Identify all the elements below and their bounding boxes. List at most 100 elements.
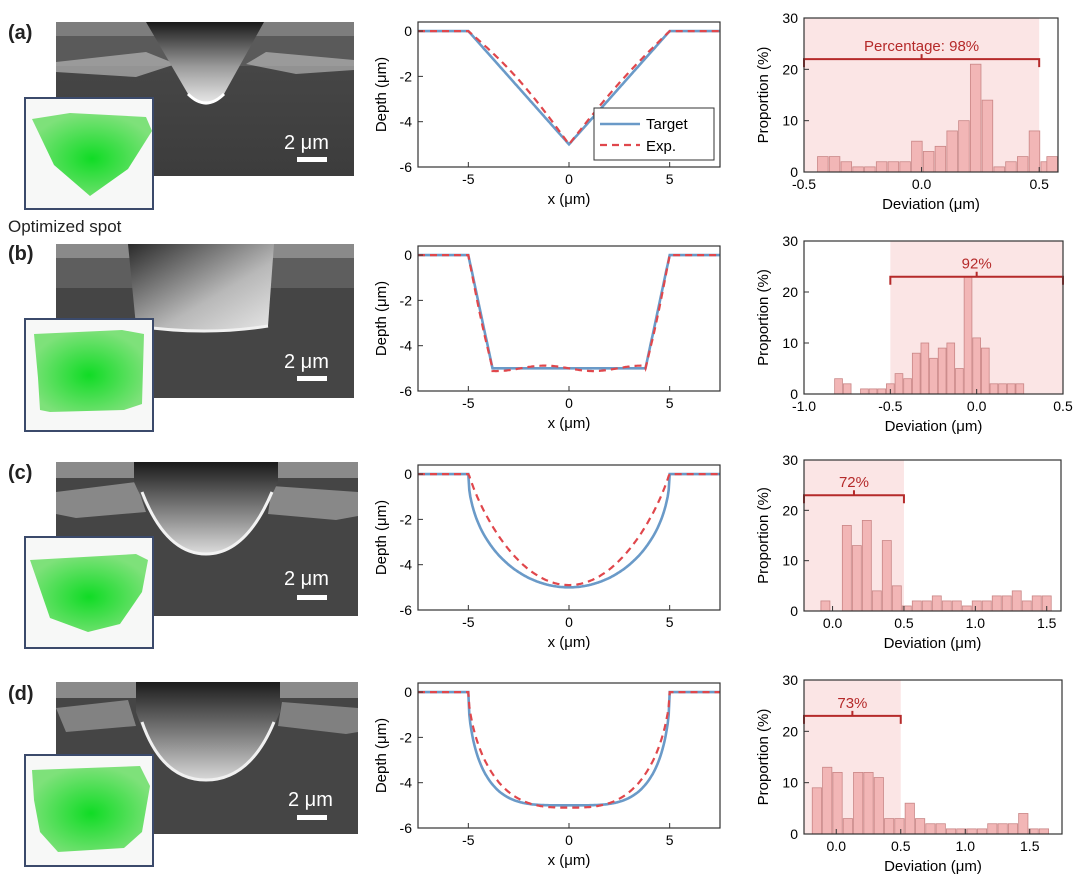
histogram-bar: [891, 585, 902, 612]
histogram-bar: [929, 357, 938, 395]
histogram-bar: [875, 161, 888, 173]
sem-image-b: [56, 244, 354, 398]
histogram-bar: [1005, 161, 1017, 173]
scale-bar-label-b: 2 μm: [284, 351, 329, 373]
y-tick-label: 10: [782, 553, 798, 569]
histogram-bar: [935, 823, 946, 835]
histogram-bar: [842, 383, 852, 395]
x-tick-label: 0.5: [891, 838, 911, 854]
x-tick-label: -5: [462, 395, 475, 411]
histogram-bar: [1011, 590, 1022, 612]
x-tick-label: 1.0: [966, 615, 986, 631]
histogram-bar: [911, 600, 922, 612]
histogram-bar: [920, 342, 930, 395]
histogram-bar: [834, 378, 843, 395]
x-axis-label: Deviation (μm): [885, 418, 983, 435]
plot-frame: [803, 679, 1063, 835]
panel-label-c: (c): [8, 462, 33, 484]
x-tick-label: -5: [462, 614, 475, 630]
x-tick-label: 0: [565, 614, 573, 630]
x-tick-label: 5: [666, 171, 674, 187]
x-tick-label: 0.5: [1029, 176, 1049, 192]
histogram-bar: [822, 766, 833, 835]
histogram-c: 72% 0.0 0.5 1.0 1.5 0 10 20 30 Deviation (μm) Prop…: [755, 452, 1062, 652]
histogram-bar: [976, 828, 988, 835]
x-tick-label: 0.0: [912, 176, 932, 192]
profile-plot-b: -5 0 5 0 -2 -4 -6 x (μm) Depth (μm): [373, 245, 721, 432]
scale-bar-d: [297, 815, 327, 820]
x-tick-label: 0: [565, 395, 573, 411]
y-tick-label: 30: [782, 672, 798, 688]
x-tick-label: 5: [666, 614, 674, 630]
target-profile-line: [418, 253, 720, 370]
x-axis-label: x (μm): [548, 852, 591, 869]
y-tick-label: -2: [400, 292, 413, 308]
histogram-bar: [864, 166, 876, 173]
x-tick-label: 0.5: [894, 615, 914, 631]
histogram-bar: [904, 802, 915, 835]
legend-target-label: Target: [646, 116, 689, 133]
x-tick-label: 0.5: [1053, 398, 1073, 414]
x-tick-label: 0.0: [967, 398, 987, 414]
plot-frame: [803, 240, 1064, 395]
x-tick-label: -5: [462, 171, 475, 187]
scale-bar-label-a: 2 μm: [284, 132, 329, 154]
histogram-bar: [868, 388, 878, 395]
y-axis-label: Proportion (%): [755, 709, 772, 806]
y-tick-label: 30: [782, 10, 798, 26]
y-tick-label: -2: [400, 68, 413, 84]
y-tick-label: -2: [400, 511, 413, 527]
histogram-bar: [1006, 383, 1016, 395]
x-tick-label: 0: [565, 171, 573, 187]
x-axis-label: x (μm): [548, 415, 591, 432]
histogram-bar: [1031, 595, 1042, 612]
histogram-bar: [852, 166, 864, 173]
histogram-bar: [861, 520, 872, 612]
histogram-bar: [828, 156, 841, 173]
histogram-bar: [842, 818, 853, 835]
histogram-bar: [941, 600, 952, 612]
legend-box: [593, 107, 715, 161]
histogram-bar: [958, 120, 970, 173]
y-tick-label: 30: [782, 452, 798, 468]
y-tick-label: 0: [404, 23, 412, 39]
histogram-bar: [971, 600, 982, 612]
legend-exp-label: Exp.: [646, 138, 676, 155]
histogram-bar: [951, 600, 962, 612]
histogram-bar: [966, 828, 977, 835]
histogram-bar: [921, 600, 932, 612]
histogram-bar: [911, 352, 921, 395]
x-axis-label: x (μm): [548, 634, 591, 651]
histogram-bar: [820, 600, 831, 612]
x-axis-label: Deviation (μm): [882, 196, 980, 213]
x-tick-label: -1.0: [792, 398, 816, 414]
histogram-bar: [884, 818, 895, 835]
histogram-bar: [981, 99, 994, 173]
x-axis-label: Deviation (μm): [884, 635, 982, 652]
panel-label-b: (b): [8, 243, 34, 265]
histogram-bar: [1018, 813, 1029, 835]
x-tick-label: 5: [666, 832, 674, 848]
histogram-bar: [934, 145, 947, 173]
histogram-bar: [894, 373, 904, 395]
scale-bar-label-d: 2 μm: [288, 789, 333, 811]
y-tick-label: 0: [790, 164, 798, 180]
percentage-label: 72%: [839, 474, 869, 491]
histogram-bar: [1017, 156, 1029, 173]
panel-label-a: (a): [8, 22, 33, 44]
y-tick-label: -6: [400, 383, 413, 399]
y-tick-label: 10: [782, 335, 798, 351]
histogram-bar: [925, 823, 936, 835]
histogram-bar: [811, 787, 822, 835]
histogram-bar: [841, 525, 852, 612]
histogram-bar: [871, 590, 882, 612]
histogram-b: 92% -1.0 -0.5 0.0 0.5 0 10 20 30 Deviation (μm) Pr…: [755, 233, 1073, 435]
histogram-a: Percentage: 98% -0.5 0.0 0.5 0 10 20 30 Deviatio…: [755, 10, 1059, 213]
x-tick-label: 5: [666, 395, 674, 411]
y-tick-label: -4: [400, 114, 413, 130]
y-tick-label: -4: [400, 338, 413, 354]
histogram-bar: [937, 347, 947, 395]
histogram-bar: [972, 337, 981, 395]
x-tick-label: 0.0: [827, 838, 847, 854]
scale-bar-a: [297, 157, 327, 162]
